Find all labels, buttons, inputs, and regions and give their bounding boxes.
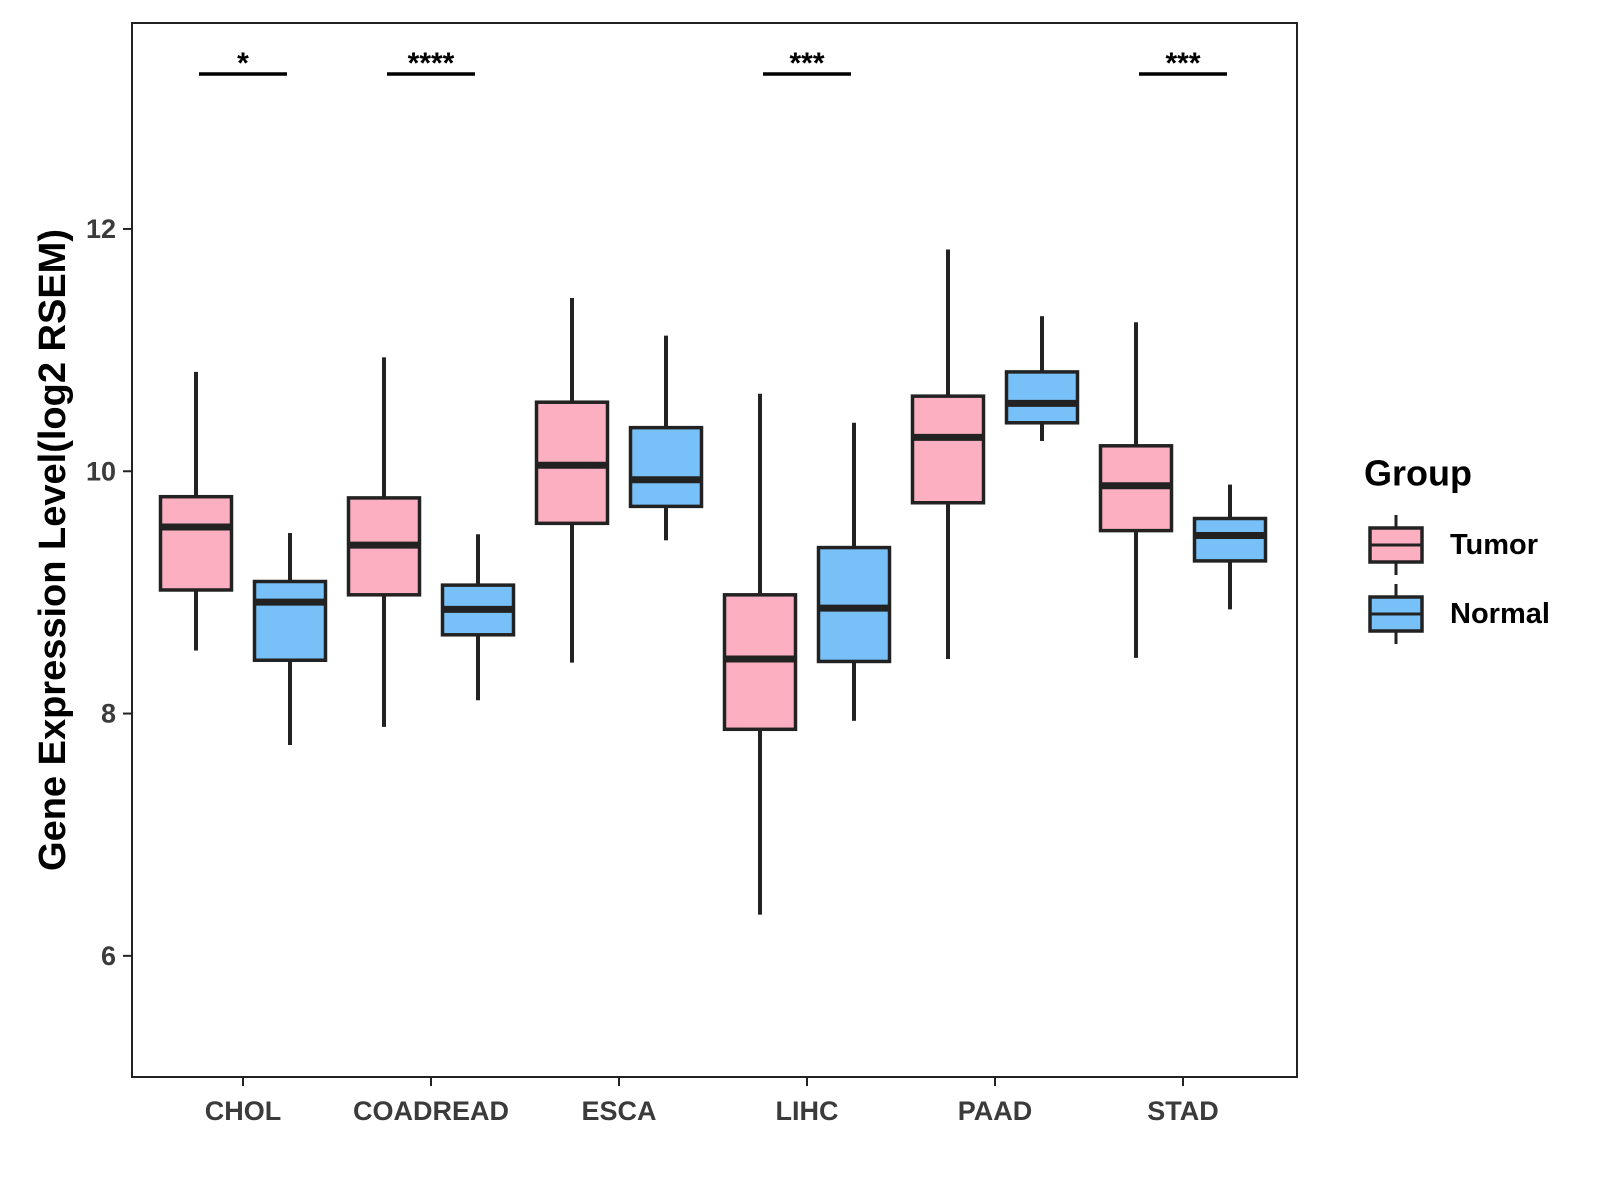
box-tumor-esca — [534, 298, 610, 663]
box-normal-esca — [628, 335, 704, 541]
box-tumor-chol — [158, 371, 234, 651]
box-normal-lihc — [816, 422, 892, 721]
y-tick-label: 12 — [86, 214, 116, 244]
significance-lihc: *** — [763, 47, 851, 80]
box-normal-paad — [1004, 316, 1080, 441]
box-body — [1192, 516, 1268, 563]
significance-label: **** — [408, 47, 455, 80]
box-body — [158, 494, 234, 592]
box-tumor-coadread — [346, 357, 422, 727]
box-body — [252, 579, 328, 662]
significance-label: *** — [1165, 47, 1200, 80]
x-tick-label: CHOL — [205, 1096, 282, 1126]
legend-item-normal: Normal — [1368, 584, 1550, 644]
x-tick-label: STAD — [1147, 1096, 1219, 1126]
y-axis-title: Gene Expression Level(log2 RSEM) — [32, 229, 74, 871]
significance-chol: * — [199, 47, 287, 80]
box-body — [816, 545, 892, 664]
x-tick-label: PAAD — [958, 1096, 1033, 1126]
x-tick-label: ESCA — [581, 1096, 656, 1126]
y-tick-label: 10 — [86, 456, 116, 486]
box-body — [910, 394, 986, 505]
box-normal-stad — [1192, 484, 1268, 610]
legend: Group Tumor Normal — [1364, 453, 1550, 644]
legend-title: Group — [1364, 453, 1472, 494]
legend-label: Normal — [1450, 598, 1550, 630]
x-tick-label: COADREAD — [353, 1096, 509, 1126]
significance-coadread: **** — [387, 47, 475, 80]
box-tumor-lihc — [722, 393, 798, 915]
box-normal-coadread — [440, 534, 516, 701]
axis-layer: 6 8 10 12 CHOL COADREAD ESCA LIHC PAAD STAD — [86, 214, 1219, 1126]
box-body — [628, 425, 704, 509]
legend-item-tumor: Tumor — [1368, 515, 1538, 575]
box-tumor-stad — [1098, 322, 1174, 658]
significance-label: *** — [789, 47, 824, 80]
significance-label: * — [237, 47, 249, 80]
significance-stad: *** — [1139, 47, 1227, 80]
plot-panel-border — [131, 22, 1298, 1078]
marks-layer: * **** *** *** — [158, 47, 1268, 915]
y-tick-label: 6 — [101, 941, 116, 971]
legend-label: Tumor — [1450, 529, 1538, 561]
box-tumor-paad — [910, 249, 986, 660]
x-tick-label: LIHC — [776, 1096, 839, 1126]
box-body — [1004, 370, 1080, 425]
box-normal-chol — [252, 533, 328, 746]
y-tick-label: 8 — [101, 699, 116, 729]
